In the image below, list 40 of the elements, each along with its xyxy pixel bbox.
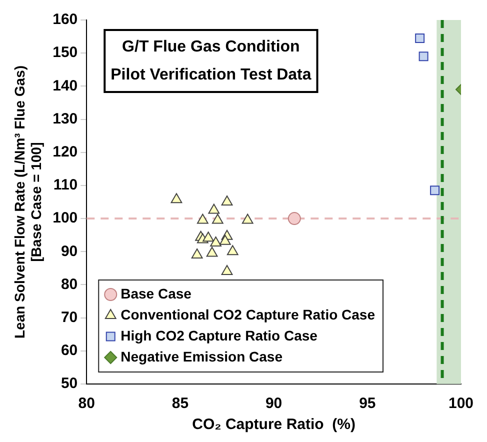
y-tick-label: 50 [60, 375, 78, 392]
y-tick-label: 130 [52, 110, 78, 128]
y-tick-label: 100 [52, 210, 78, 227]
x-tick-label: 100 [448, 395, 474, 412]
point [219, 234, 231, 245]
point [170, 193, 182, 204]
point [210, 236, 222, 247]
point [418, 52, 428, 62]
y-tick-label: 60 [60, 342, 78, 360]
legend-label: High CO2 Capture Ratio Case [120, 327, 318, 344]
point [415, 33, 425, 43]
x-tick-label: 80 [78, 395, 95, 412]
text: G/T Flue Gas Condition Pilot Verification Test Data [110, 38, 312, 84]
y-tick-label: 140 [52, 77, 78, 94]
legend-label: Negative Emission Case [120, 348, 283, 364]
y-tick-label: 70 [60, 308, 78, 326]
x-axis-title: CO₂ Capture Ratio (%) [192, 416, 356, 434]
y-tick-label: 110 [53, 176, 78, 194]
x-tick-label: 95 [359, 395, 376, 412]
y-tick-label: 160 [52, 11, 78, 28]
point [226, 245, 238, 256]
point [212, 214, 224, 224]
point [208, 204, 220, 214]
point [221, 264, 233, 275]
point [196, 214, 208, 224]
point [202, 232, 214, 242]
point [191, 248, 203, 258]
y-axis-title: Lean Solvent Flow Rate (L/Nm³ Flue Gas) [Base Case = 100] [11, 65, 44, 339]
y-tick-label: 120 [52, 144, 78, 161]
legend-label: Base Case [120, 285, 192, 302]
point [430, 186, 440, 196]
y-tick-label: 150 [52, 44, 78, 62]
x-tick-label: 90 [265, 395, 282, 412]
point [242, 214, 254, 224]
y-tick-label: 80 [60, 276, 78, 293]
y-tick-label: 90 [60, 242, 78, 260]
x-tick-label: 85 [172, 395, 189, 412]
legend-label: Conventional CO2 Capture Ratio Case [120, 306, 376, 322]
point [221, 196, 233, 206]
point [206, 246, 218, 257]
